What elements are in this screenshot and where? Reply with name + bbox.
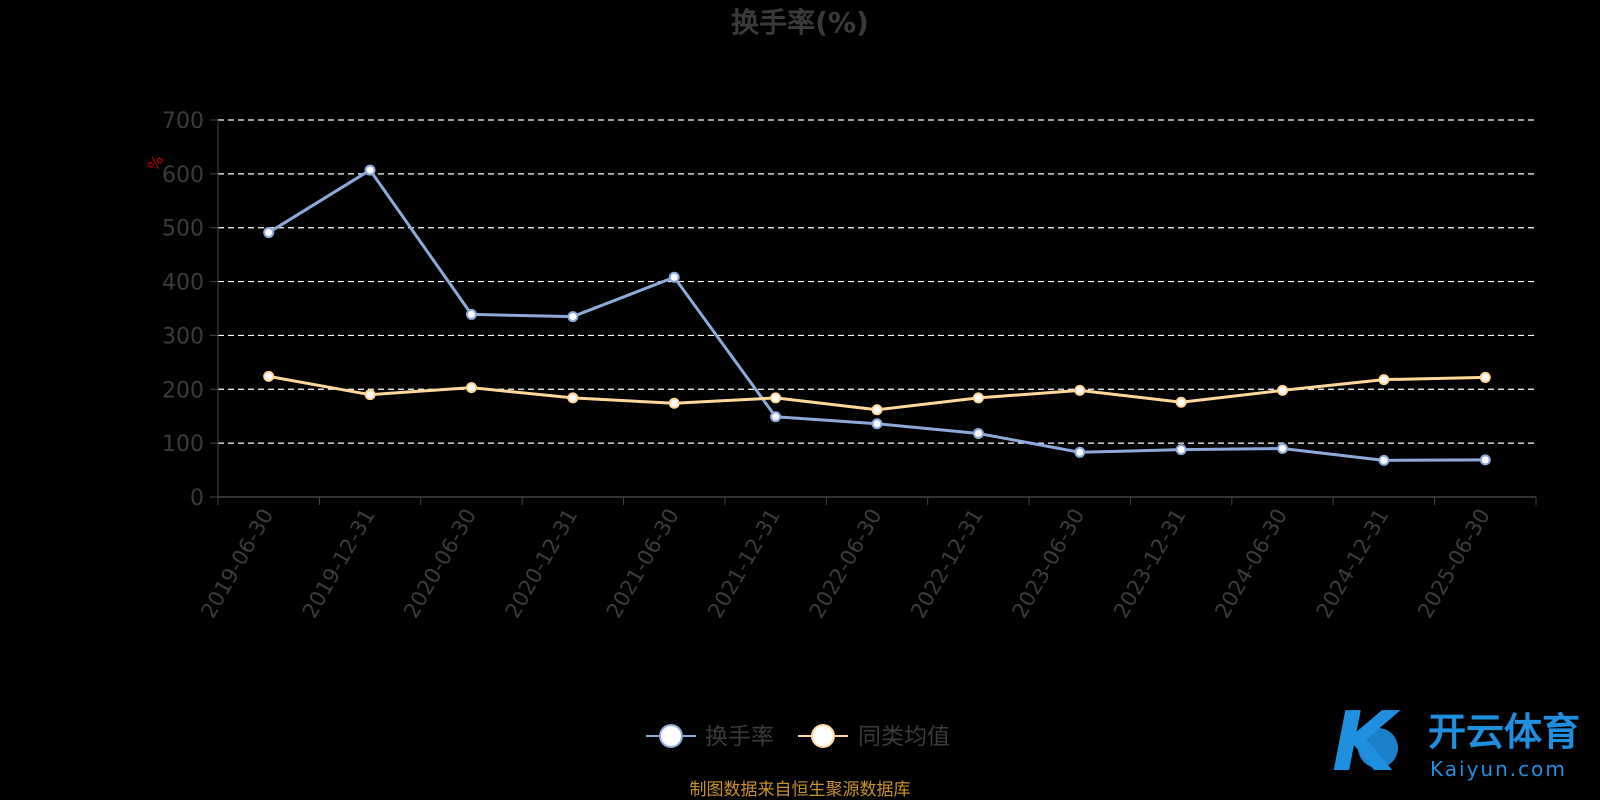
data-point-0 — [1479, 454, 1491, 466]
data-point-0 — [668, 271, 680, 283]
data-point-1 — [972, 392, 984, 404]
source-note: 制图数据来自恒生聚源数据库 — [690, 780, 911, 800]
x-tick-label: 2025-06-30 — [1413, 505, 1495, 623]
legend-label-1: 同类均值 — [858, 724, 950, 750]
data-point-0 — [567, 311, 579, 323]
data-point-0 — [972, 427, 984, 439]
watermark-logo: K 开云体育 Kaiyun.com — [1332, 695, 1580, 790]
data-point-1 — [1378, 374, 1390, 386]
y-tick-label: 200 — [162, 378, 204, 403]
chart-title: 换手率(%) — [731, 6, 869, 39]
x-tick-label: 2024-12-31 — [1312, 505, 1394, 623]
y-tick-label: 500 — [162, 217, 204, 242]
x-tick-label: 2023-12-31 — [1109, 505, 1191, 623]
legend-item-1[interactable]: 同类均值 — [798, 724, 950, 750]
x-tick-label: 2021-12-31 — [703, 505, 785, 623]
legend-item-0[interactable]: 换手率 — [646, 724, 774, 750]
x-tick-label: 2022-06-30 — [805, 505, 887, 623]
legend-marker-0 — [659, 724, 683, 748]
k-logo-icon: K — [1332, 695, 1401, 790]
x-tick-label: 2020-06-30 — [399, 505, 481, 623]
data-point-0 — [1175, 444, 1187, 456]
legend-marker-1 — [811, 724, 835, 748]
data-point-1 — [668, 397, 680, 409]
x-tick-label: 2022-12-31 — [906, 505, 988, 623]
data-point-1 — [263, 370, 275, 382]
watermark-cn: 开云体育 — [1428, 710, 1580, 754]
data-point-1 — [871, 404, 883, 416]
data-point-0 — [871, 418, 883, 430]
x-tick-label: 2019-12-31 — [298, 505, 380, 623]
data-point-0 — [263, 227, 275, 239]
data-point-0 — [1378, 454, 1390, 466]
data-point-1 — [567, 392, 579, 404]
axes — [210, 119, 1537, 505]
data-point-1 — [1479, 371, 1491, 383]
x-tick-label: 2023-06-30 — [1007, 505, 1089, 623]
series-line-0 — [267, 168, 1486, 462]
data-point-1 — [1074, 384, 1086, 396]
x-tick-label: 2021-06-30 — [602, 505, 684, 623]
x-tick-label: 2024-06-30 — [1210, 505, 1292, 623]
data-point-0 — [364, 164, 376, 176]
x-tick-label: 2020-12-31 — [501, 505, 583, 623]
y-tick-label: 400 — [162, 271, 204, 296]
watermark-en: Kaiyun.com — [1430, 757, 1567, 781]
y-tick-label: 700 — [162, 109, 204, 134]
data-point-0 — [770, 411, 782, 423]
data-point-1 — [364, 389, 376, 401]
data-point-1 — [465, 382, 477, 394]
legend: 换手率 同类均值 — [646, 724, 950, 750]
data-point-0 — [1074, 446, 1086, 458]
data-point-0 — [465, 308, 477, 320]
data-point-1 — [770, 392, 782, 404]
data-point-1 — [1175, 396, 1187, 408]
y-tick-label: 100 — [162, 432, 204, 457]
series-layer — [263, 164, 1491, 466]
data-point-0 — [1277, 443, 1289, 455]
grid — [218, 119, 1536, 444]
x-tick-label: 2019-06-30 — [196, 505, 278, 623]
y-tick-labels: 0 100 200 300 400 500 600 700 — [162, 109, 204, 511]
legend-label-0: 换手率 — [705, 724, 774, 750]
y-tick-label: 600 — [162, 163, 204, 188]
x-tick-labels: 2019-06-30 2019-12-31 2020-06-30 2020-12-31… — [196, 505, 1494, 623]
data-point-1 — [1277, 384, 1289, 396]
y-tick-label: 0 — [190, 486, 204, 511]
soccer-ball-icon — [1358, 728, 1398, 768]
y-tick-label: 300 — [162, 324, 204, 349]
